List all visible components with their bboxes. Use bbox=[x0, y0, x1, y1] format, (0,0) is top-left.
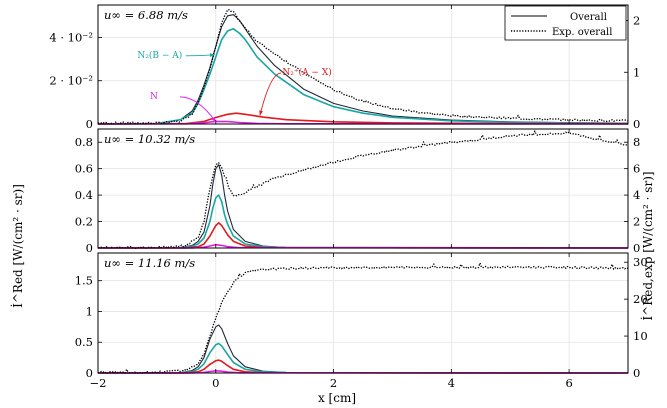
y-tick-label-left: 1.5 bbox=[75, 274, 93, 288]
series-n-b-a bbox=[97, 194, 629, 249]
annotation-label: N bbox=[150, 92, 158, 102]
y-tick-label-left: 4 · 10⁻² bbox=[49, 30, 93, 44]
panel-3: 0 0.5 1 1.5 0 10 20 30 u∞ = 11.16 m/s bbox=[75, 252, 648, 380]
plot-frame bbox=[97, 128, 629, 249]
panel-2: 0 0.2 0.4 0.6 0.8 0 2 4 6 8 u∞ = 10.32 m/s bbox=[75, 128, 640, 255]
x-tick-label: 4 bbox=[448, 376, 455, 390]
annotation-arrowhead bbox=[211, 116, 216, 122]
y-tick-label-left: 0.4 bbox=[75, 188, 93, 202]
annotation-arrow bbox=[259, 72, 282, 116]
y-tick-label-right: 1 bbox=[633, 65, 640, 79]
x-tick-label: 6 bbox=[565, 376, 572, 390]
series-n-a-x bbox=[97, 112, 629, 125]
x-axis-label: x [cm] bbox=[318, 391, 356, 405]
series-exp-overall bbox=[97, 9, 629, 125]
grid bbox=[97, 129, 628, 249]
legend: Overall Exp. overall bbox=[504, 5, 627, 41]
series-overall bbox=[97, 324, 629, 374]
plot-frame bbox=[97, 4, 629, 125]
y-tick-label-left: 2 · 10⁻² bbox=[49, 74, 93, 88]
legend-label-exp-overall: Exp. overall bbox=[552, 27, 612, 38]
x-tick-label: 2 bbox=[330, 376, 337, 390]
series-n-a-x bbox=[97, 359, 629, 374]
y-tick-label-left: 0.5 bbox=[75, 335, 93, 349]
x-tick-label: −2 bbox=[90, 376, 107, 390]
series-overall bbox=[97, 164, 629, 249]
panel-label: u∞ = 10.32 m/s bbox=[104, 132, 195, 146]
panels: 0 2 · 10⁻² 4 · 10⁻² 0 1 2 u∞ = 6.88 m/s N₂(B − … bbox=[49, 4, 648, 380]
series-overall bbox=[97, 14, 629, 125]
series-exp-overall bbox=[97, 262, 629, 374]
y-tick-label-left: 0.6 bbox=[75, 162, 93, 176]
y-tick-label-right: 6 bbox=[633, 162, 640, 176]
y-tick-label-right: 0 bbox=[633, 117, 640, 131]
legend-box bbox=[504, 5, 627, 41]
x-tick-labels: −2 0 2 4 6 bbox=[90, 376, 573, 390]
legend-label-overall: Overall bbox=[570, 12, 607, 23]
y-tick-label-right: 4 bbox=[633, 188, 640, 202]
y-tick-label-right: 20 bbox=[633, 292, 648, 306]
y-tick-label-right: 0 bbox=[633, 241, 640, 255]
y-tick-label-left: 0 bbox=[86, 241, 93, 255]
y-tick-label-right: 2 bbox=[633, 215, 640, 229]
panel-1: 0 2 · 10⁻² 4 · 10⁻² 0 1 2 u∞ = 6.88 m/s N₂(B − … bbox=[49, 4, 640, 131]
plot-frame bbox=[97, 252, 629, 374]
y-tick-label-left: 0.8 bbox=[75, 135, 93, 149]
x-tick-label: 0 bbox=[212, 376, 219, 390]
y-axis-label-left: İ^Red [W/(cm² · sr)] bbox=[10, 184, 25, 308]
y-tick-label-left: 0.2 bbox=[75, 215, 93, 229]
y-axis-label-right: İ^Red,exp [W/(cm² · sr)] bbox=[640, 171, 655, 320]
series-n-a-x bbox=[97, 222, 629, 249]
annotation-arrowhead bbox=[259, 110, 263, 116]
annotation-arrow bbox=[179, 96, 217, 123]
y-tick-label-right: 8 bbox=[633, 135, 640, 149]
y-tick-label-left: 0 bbox=[86, 117, 93, 131]
y-tick-label-right: 10 bbox=[633, 329, 648, 343]
y-tick-label-right: 0 bbox=[633, 366, 640, 380]
series-exp-overall bbox=[98, 130, 628, 249]
y-tick-label-right: 30 bbox=[633, 255, 648, 269]
panel-label: u∞ = 6.88 m/s bbox=[104, 8, 188, 22]
annotation-arrowhead bbox=[209, 53, 215, 58]
annotation-label: N₂(B − A) bbox=[137, 50, 182, 61]
series-n-b-a bbox=[97, 28, 629, 125]
y-tick-label-right: 2 bbox=[633, 14, 640, 28]
panel-label: u∞ = 11.16 m/s bbox=[104, 256, 195, 270]
y-tick-label-left: 0 bbox=[86, 366, 93, 380]
grid bbox=[97, 253, 628, 374]
series-n-b-a bbox=[97, 342, 629, 374]
annotation-label: N₂⁺(A − X) bbox=[282, 67, 331, 78]
y-tick-label-left: 1 bbox=[86, 304, 93, 318]
